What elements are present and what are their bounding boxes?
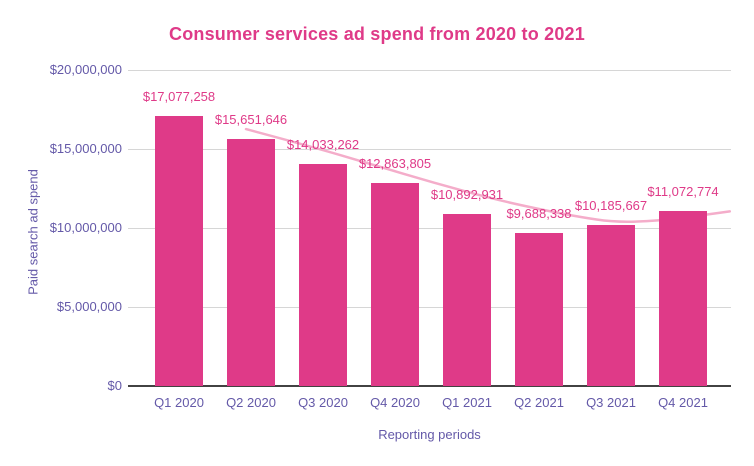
x-tick-label: Q2 2020 [226, 395, 276, 410]
plot-area: $17,077,258 Q1 2020 $15,651,646 Q2 2020 $14,… [128, 70, 732, 410]
bar-q4-2021 [659, 211, 707, 386]
bar-q4-2020 [371, 182, 419, 386]
bar-q1-2020 [155, 116, 203, 386]
x-tick-label: Q3 2020 [298, 395, 348, 410]
y-tick-label: $10,000,000 [49, 220, 122, 235]
gridline [128, 70, 731, 71]
bar-q2-2020 [227, 138, 275, 386]
bar-value-label: $15,651,646 [214, 111, 288, 127]
x-tick-label: Q4 2020 [370, 395, 420, 410]
x-tick-label: Q1 2020 [154, 395, 204, 410]
bar-value-label: $10,892,931 [430, 186, 504, 202]
x-axis-title: Reporting periods [378, 427, 481, 442]
gridline [128, 149, 731, 150]
gridline [128, 307, 731, 308]
zero-baseline [128, 385, 731, 387]
bar-value-label: $11,072,774 [647, 184, 719, 200]
y-tick-label: $0 [107, 378, 122, 393]
x-tick-label: Q3 2021 [586, 395, 636, 410]
bar-value-label: $9,688,338 [506, 205, 572, 221]
bar-q3-2020 [299, 164, 347, 386]
x-tick-label: Q2 2021 [514, 395, 564, 410]
gridline [128, 228, 731, 229]
y-axis: $20,000,000 $15,000,000 $10,000,000 $5,000,… [0, 63, 122, 393]
bar-q3-2021 [587, 225, 635, 386]
chart-title: Consumer services ad spend from 2020 to … [169, 24, 585, 44]
bar-value-label: $12,863,805 [358, 155, 432, 171]
y-tick-label: $20,000,000 [49, 62, 122, 77]
x-tick-label: Q1 2021 [442, 395, 492, 410]
y-tick-label: $15,000,000 [49, 141, 122, 156]
bar-value-label: $10,185,667 [574, 198, 648, 214]
bar-q1-2021 [443, 213, 491, 386]
x-tick-label: Q4 2021 [658, 395, 708, 410]
y-tick-label: $5,000,000 [56, 299, 122, 314]
bar-value-label: $14,033,262 [286, 137, 360, 153]
bar-value-label: $17,077,258 [142, 89, 216, 105]
bar-q2-2021 [515, 232, 563, 386]
